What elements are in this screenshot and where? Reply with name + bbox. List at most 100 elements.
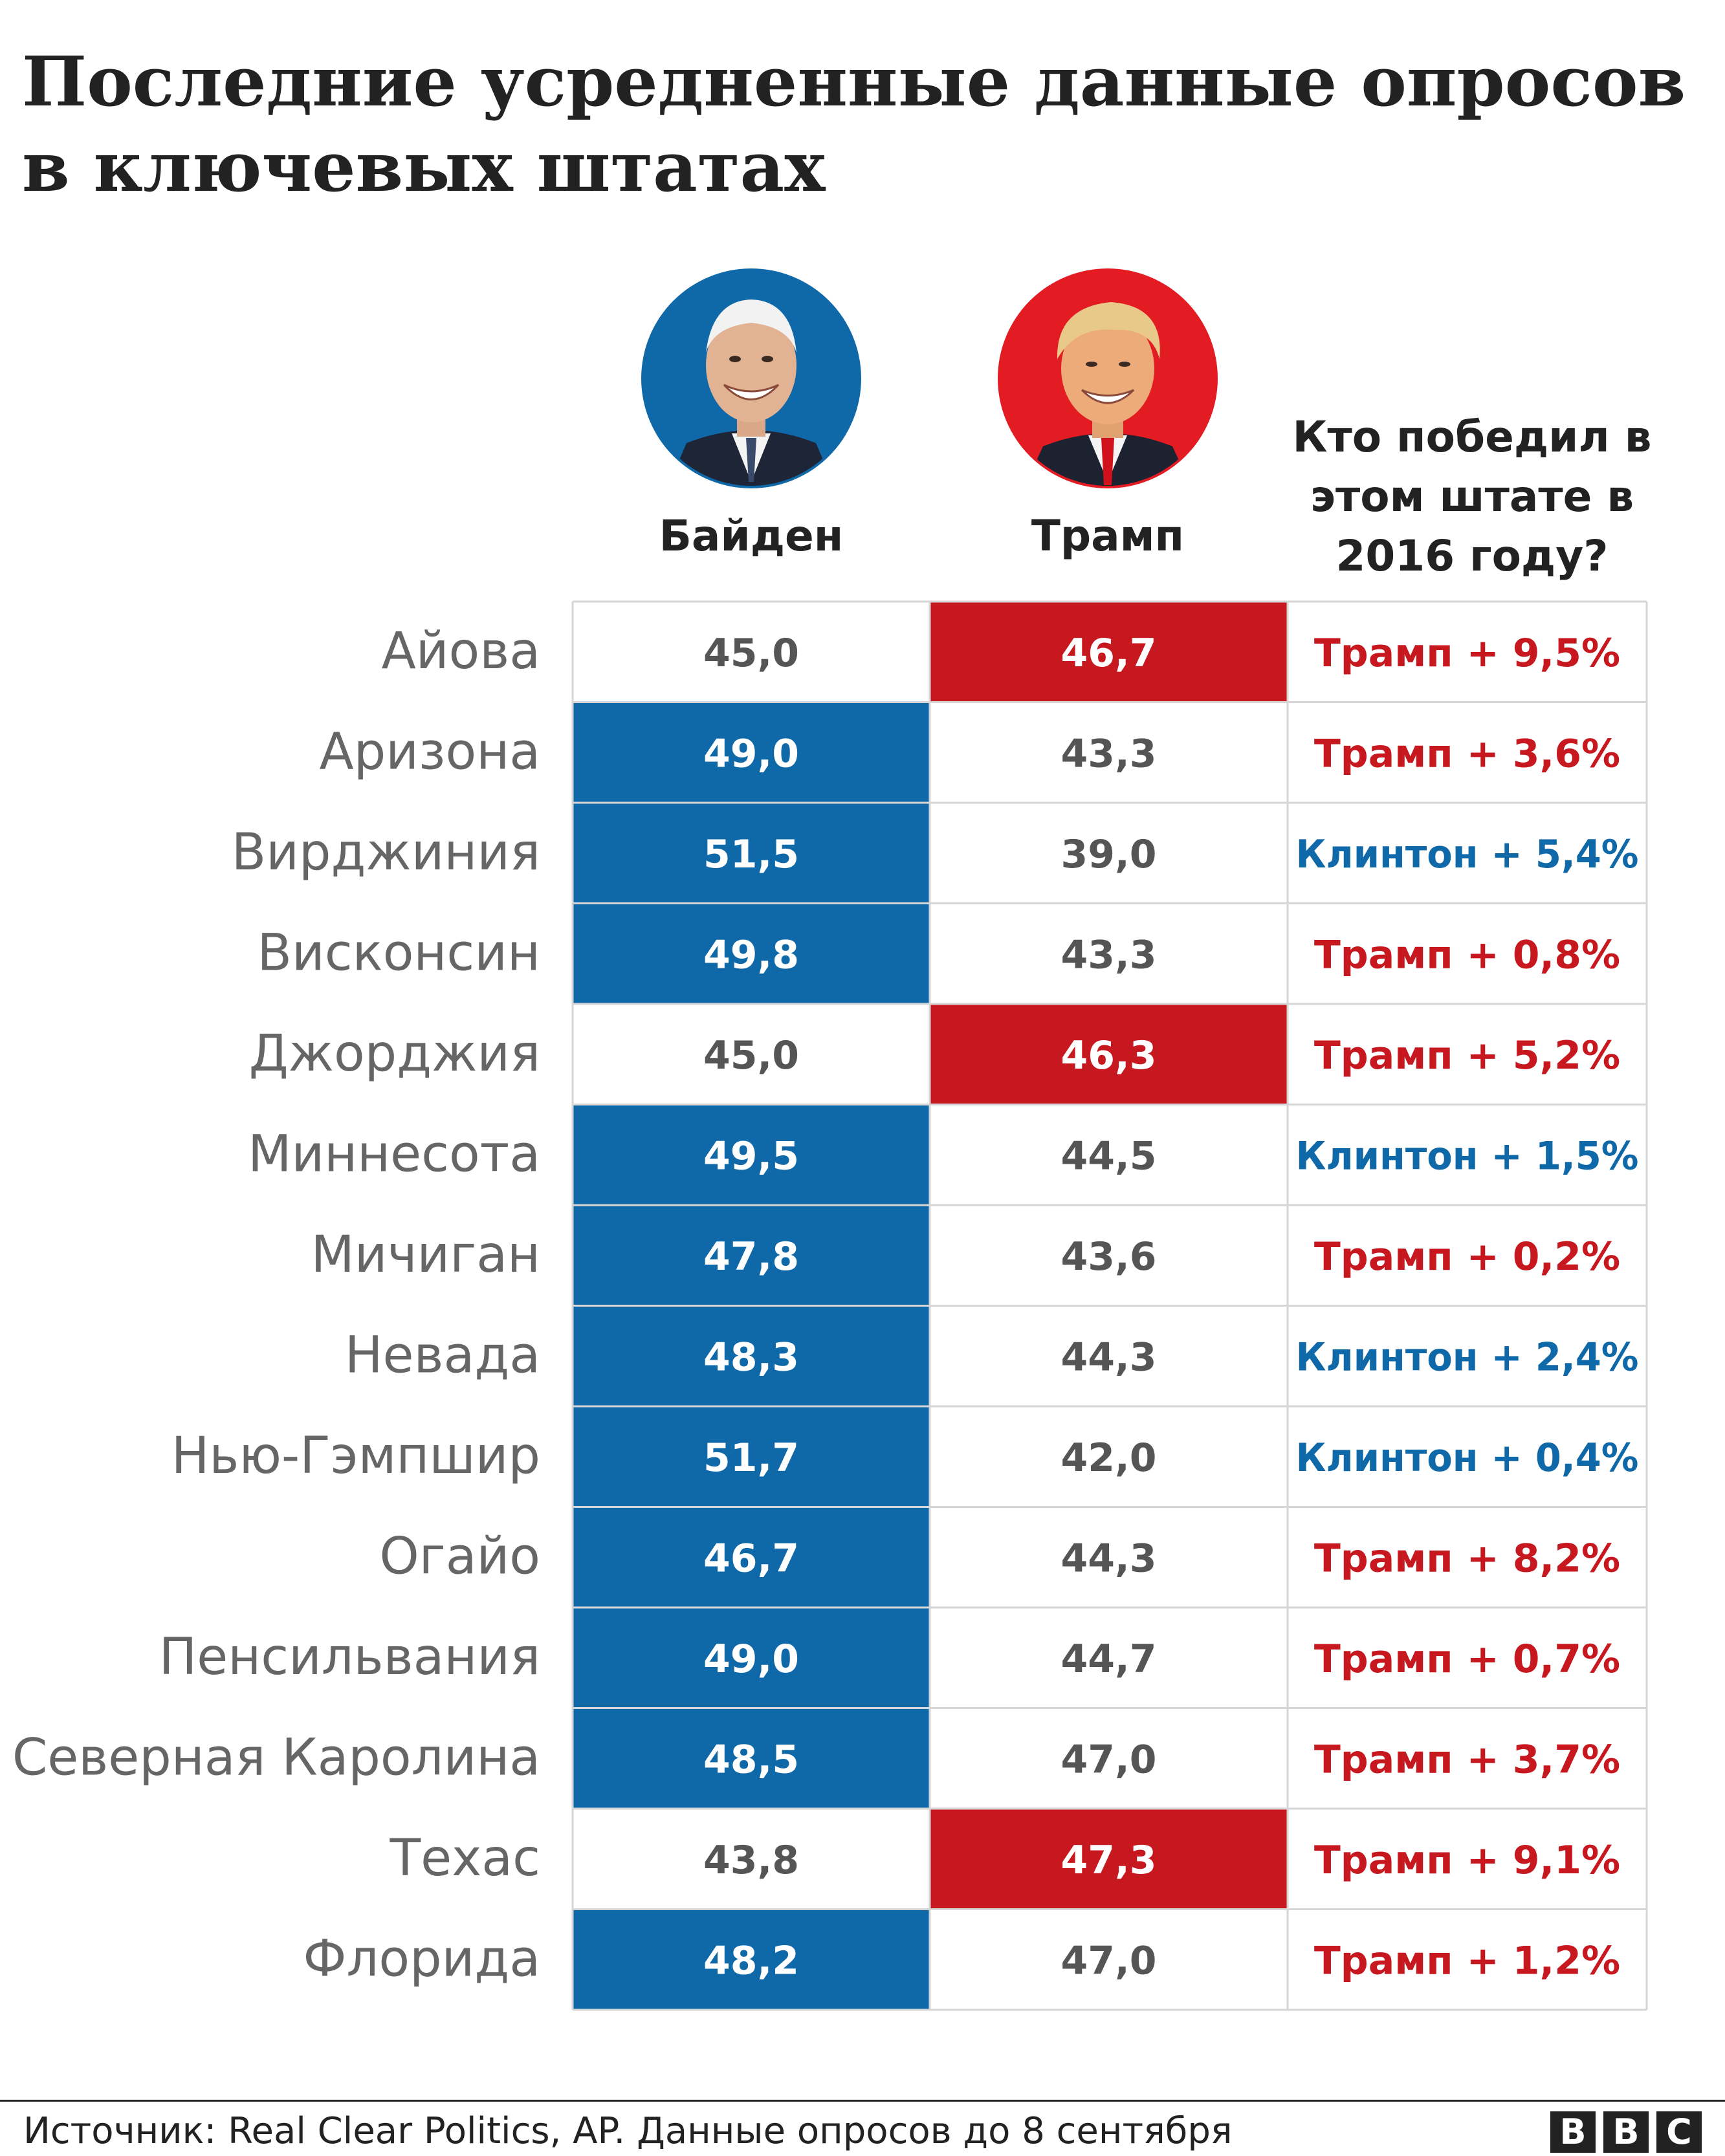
trump-value: 44,5: [1060, 1133, 1156, 1179]
biden-cell: [573, 1809, 930, 1910]
state-label: Мичиган: [311, 1226, 540, 1284]
result-2016: Трамп + 0,8%: [1314, 932, 1620, 977]
trump-cell: [930, 1305, 1288, 1406]
bbc-logo-letter: B: [1550, 2111, 1596, 2153]
biden-value: 48,3: [703, 1334, 799, 1380]
state-label: Айова: [381, 622, 540, 681]
state-label: Миннесота: [248, 1125, 540, 1183]
bbc-logo-letter: C: [1656, 2111, 1702, 2153]
trump-cell: [930, 1607, 1288, 1708]
biden-cell: [573, 1205, 930, 1306]
winner-cell: [1288, 1205, 1647, 1306]
biden-portrait: [641, 268, 861, 488]
state-label: Флорида: [303, 1930, 540, 1988]
trump-cell: [930, 602, 1288, 702]
state-label: Вирджиния: [232, 823, 540, 882]
biden-value: 51,5: [703, 832, 799, 877]
trump-value: 44,3: [1060, 1334, 1156, 1380]
source-note: Источник: Real Clear Politics, AP. Данны…: [23, 2110, 1233, 2152]
trump-value: 46,3: [1060, 1033, 1156, 1078]
state-label: Огайо: [379, 1527, 540, 1585]
biden-cell: [573, 1305, 930, 1406]
trump-value: 44,7: [1060, 1637, 1156, 1682]
biden-value: 51,7: [703, 1435, 799, 1481]
trump-cell: [930, 1205, 1288, 1306]
biden-value: 45,0: [703, 631, 799, 676]
trump-cell: [930, 1406, 1288, 1507]
state-label: Пенсильвания: [159, 1628, 540, 1686]
trump-value: 43,6: [1060, 1234, 1156, 1279]
bbc-logo: B B C: [1550, 2111, 1702, 2153]
result-2016: Трамп + 3,7%: [1314, 1737, 1620, 1782]
result-2016: Трамп + 8,2%: [1314, 1536, 1620, 1581]
trump-value: 43,3: [1060, 731, 1156, 776]
biden-cell: [573, 1104, 930, 1205]
winner-cell: [1288, 903, 1647, 1004]
biden-value: 49,0: [703, 731, 799, 776]
trump-cell: [930, 1909, 1288, 2010]
biden-value: 45,0: [703, 1033, 799, 1078]
trump-cell: [930, 1708, 1288, 1809]
winner-cell: [1288, 1507, 1647, 1607]
winner-cell: [1288, 1406, 1647, 1507]
result-2016: Трамп + 5,2%: [1314, 1033, 1620, 1078]
trump-portrait: [998, 268, 1218, 488]
result-2016: Трамп + 0,2%: [1314, 1234, 1620, 1279]
state-label: Невада: [345, 1326, 540, 1384]
trump-cell: [930, 903, 1288, 1004]
trump-value: 47,0: [1060, 1938, 1156, 1983]
trump-cell: [930, 1507, 1288, 1607]
biden-column-header: Байден: [659, 511, 844, 561]
winner-cell: [1288, 602, 1647, 702]
result-2016: Трамп + 3,6%: [1314, 731, 1620, 776]
biden-value: 47,8: [703, 1234, 799, 1279]
trump-value: 46,7: [1060, 631, 1156, 676]
state-label: Аризона: [319, 723, 540, 781]
state-label: Висконсин: [258, 924, 541, 982]
winner-cell: [1288, 1104, 1647, 1205]
biden-cell: [573, 602, 930, 702]
biden-value: 46,7: [703, 1536, 799, 1581]
trump-column-header: Трамп: [1031, 511, 1185, 561]
trump-value: 42,0: [1060, 1435, 1156, 1481]
result-2016: Трамп + 9,5%: [1314, 631, 1620, 676]
trump-cell: [930, 1004, 1288, 1105]
biden-value: 48,2: [703, 1938, 799, 1983]
trump-value: 44,3: [1060, 1536, 1156, 1581]
winner-cell: [1288, 1909, 1647, 2010]
chart-title: Последние усредненные данные опросов в к…: [22, 41, 1686, 207]
result-2016: Трамп + 9,1%: [1314, 1838, 1620, 1883]
biden-cell: [573, 903, 930, 1004]
biden-value: 49,8: [703, 932, 799, 977]
state-label: Нью-Гэмпшир: [171, 1427, 540, 1485]
state-label: Джорджия: [249, 1025, 540, 1083]
trump-cell: [930, 1809, 1288, 1910]
biden-value: 48,5: [703, 1737, 799, 1782]
biden-cell: [573, 1708, 930, 1809]
winner-cell: [1288, 1607, 1647, 1708]
biden-value: 49,5: [703, 1133, 799, 1179]
result-2016: Клинтон + 2,4%: [1296, 1334, 1639, 1380]
bbc-logo-letter: B: [1603, 2111, 1649, 2153]
biden-value: 43,8: [703, 1838, 799, 1883]
biden-cell: [573, 1607, 930, 1708]
result-2016: Трамп + 1,2%: [1314, 1938, 1620, 1983]
trump-cell: [930, 1104, 1288, 1205]
trump-value: 47,3: [1060, 1838, 1156, 1883]
winner-cell: [1288, 1708, 1647, 1809]
winner-cell: [1288, 702, 1647, 803]
winner-cell: [1288, 1809, 1647, 1910]
winner-cell: [1288, 1305, 1647, 1406]
footer-divider: [0, 2100, 1725, 2102]
winner-column-header: Кто победил в этом штате в 2016 году?: [1292, 412, 1652, 581]
trump-cell: [930, 702, 1288, 803]
winner-cell: [1288, 1004, 1647, 1105]
winner-cell: [1288, 803, 1647, 904]
result-2016: Трамп + 0,7%: [1314, 1637, 1620, 1682]
trump-cell: [930, 803, 1288, 904]
trump-value: 39,0: [1060, 832, 1156, 877]
biden-cell: [573, 1406, 930, 1507]
biden-cell: [573, 1909, 930, 2010]
biden-cell: [573, 1004, 930, 1105]
